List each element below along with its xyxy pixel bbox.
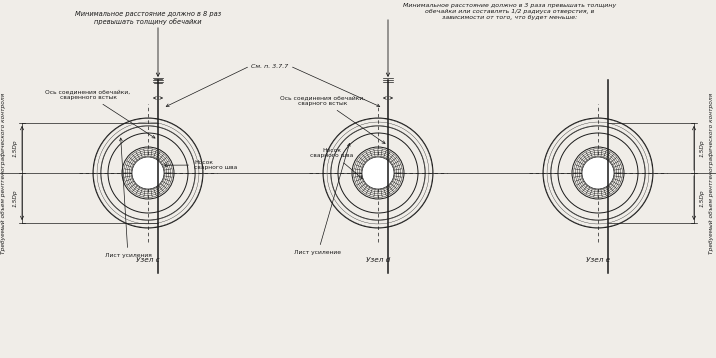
Circle shape	[582, 157, 614, 189]
Text: 1.5Dp: 1.5Dp	[12, 139, 17, 157]
Text: Лист усиления: Лист усиления	[105, 138, 152, 258]
Text: Узел с: Узел с	[136, 257, 160, 263]
Text: 1.5Dp: 1.5Dp	[700, 189, 705, 207]
Text: Минимальное расстояние должно в 3 раза превышать толщину
обечайки или составлять: Минимальное расстояние должно в 3 раза п…	[403, 3, 616, 20]
Text: См. п. 3.7.7: См. п. 3.7.7	[251, 63, 289, 68]
Text: Ось соединения обечайки,
сварного встык: Ось соединения обечайки, сварного встык	[281, 95, 385, 144]
Text: Узел d: Узел d	[366, 257, 390, 263]
Text: Узел е: Узел е	[586, 257, 610, 263]
Text: Минимальное расстояние должно в 8 раз
превышать толщину обечайки: Минимальное расстояние должно в 8 раз пр…	[75, 11, 221, 25]
Text: Ось соединения обечайки,
сваренного встык: Ось соединения обечайки, сваренного всты…	[45, 89, 155, 138]
Circle shape	[132, 157, 164, 189]
Text: Требуемый объем рентгенографического контроля: Требуемый объем рентгенографического кон…	[1, 92, 6, 253]
Text: Носок
сварного шва: Носок сварного шва	[165, 160, 237, 170]
Text: Требуемый объем рентгенографического контроля: Требуемый объем рентгенографического кон…	[710, 92, 715, 253]
Text: 1.5Dp: 1.5Dp	[12, 189, 17, 207]
Circle shape	[362, 157, 394, 189]
Text: Лист усиление: Лист усиление	[294, 144, 350, 255]
Text: 1.5Dp: 1.5Dp	[700, 139, 705, 157]
Text: Носок
сварного шва: Носок сварного шва	[310, 147, 362, 179]
